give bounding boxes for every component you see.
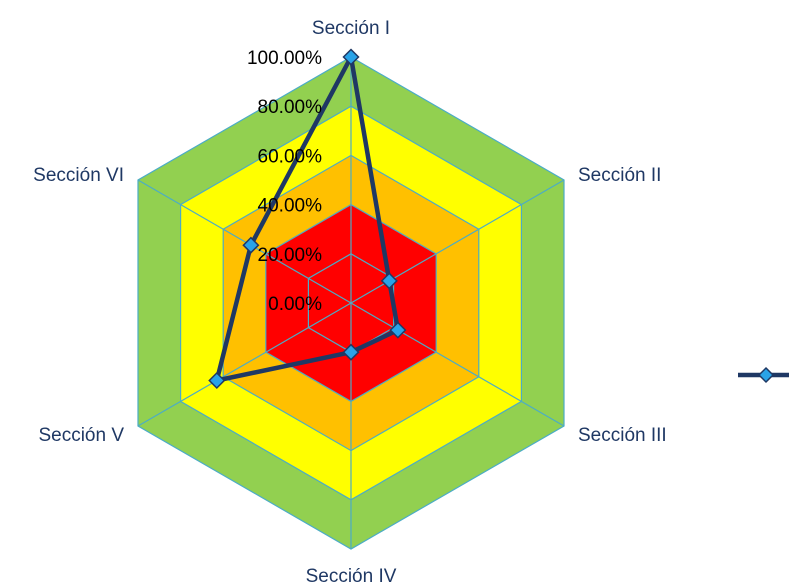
tick-label-0: 0.00% <box>268 294 322 315</box>
tick-labels: 0.00% 20.00% 40.00% 60.00% 80.00% 100.00% <box>247 48 322 315</box>
spoke-5 <box>137 179 352 304</box>
legend <box>738 366 789 384</box>
spoke-4 <box>137 302 352 427</box>
axis-labels: Sección I Sección II Sección III Sección IV… <box>33 18 667 587</box>
legend-marker <box>757 366 775 384</box>
tick-label-3: 60.00% <box>258 146 323 167</box>
data-point-2 <box>389 321 407 339</box>
data-point-3 <box>342 343 360 361</box>
tick-label-4: 80.00% <box>258 97 323 118</box>
tick-label-5: 100.00% <box>247 48 322 69</box>
axis-label-4: Sección V <box>38 425 124 446</box>
tick-label-2: 40.00% <box>258 196 323 217</box>
axis-label-5: Sección VI <box>33 165 124 186</box>
tick-label-1: 20.00% <box>258 245 323 266</box>
axis-label-3: Sección IV <box>306 566 397 587</box>
axis-label-1: Sección II <box>578 165 661 186</box>
series-layer <box>208 48 407 390</box>
spoke-2 <box>350 302 565 427</box>
data-point-5 <box>242 236 260 254</box>
data-point-0 <box>342 48 360 66</box>
data-point-1 <box>380 272 398 290</box>
data-point-4 <box>208 371 226 390</box>
axis-label-2: Sección III <box>578 425 667 446</box>
axis-label-0: Sección I <box>312 18 390 39</box>
